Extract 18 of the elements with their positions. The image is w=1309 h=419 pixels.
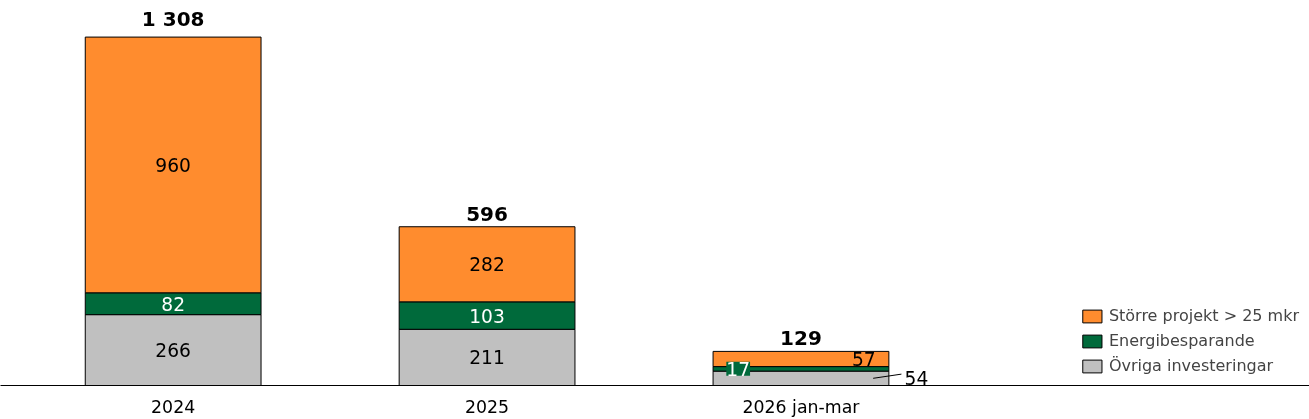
legend-label: Större projekt > 25 mkr bbox=[1108, 306, 1299, 325]
data-label: 282 bbox=[469, 254, 505, 276]
data-label: 266 bbox=[155, 340, 191, 362]
data-label: 82 bbox=[161, 293, 186, 315]
total-label: 596 bbox=[466, 201, 508, 226]
total-label: 129 bbox=[780, 326, 822, 351]
data-label: 57 bbox=[851, 349, 876, 370]
data-label: 960 bbox=[155, 154, 191, 176]
total-label: 1 308 bbox=[141, 7, 205, 32]
data-label: 103 bbox=[469, 305, 505, 327]
legend-label: Energibesparande bbox=[1108, 331, 1255, 350]
x-tick-label: 2026 jan-mar bbox=[742, 396, 861, 417]
data-label: 54 bbox=[904, 368, 929, 390]
legend-label: Övriga investeringar bbox=[1108, 356, 1274, 375]
x-tick-label: 2024 bbox=[151, 396, 196, 417]
x-tick-label: 2025 bbox=[465, 396, 510, 417]
data-label: 17 bbox=[726, 358, 751, 380]
data-label: 211 bbox=[469, 347, 505, 369]
